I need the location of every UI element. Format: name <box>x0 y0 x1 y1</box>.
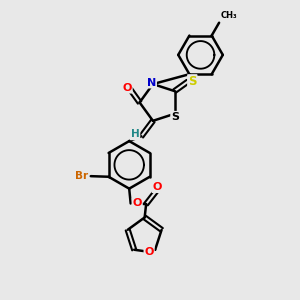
Text: O: O <box>144 247 154 257</box>
Text: O: O <box>122 83 132 93</box>
Text: Br: Br <box>75 171 88 181</box>
Text: S: S <box>188 75 196 88</box>
Text: O: O <box>133 199 142 208</box>
Text: CH₃: CH₃ <box>220 11 237 20</box>
Text: S: S <box>171 112 179 122</box>
Text: O: O <box>152 182 162 192</box>
Text: N: N <box>147 78 156 88</box>
Text: H: H <box>131 129 140 140</box>
